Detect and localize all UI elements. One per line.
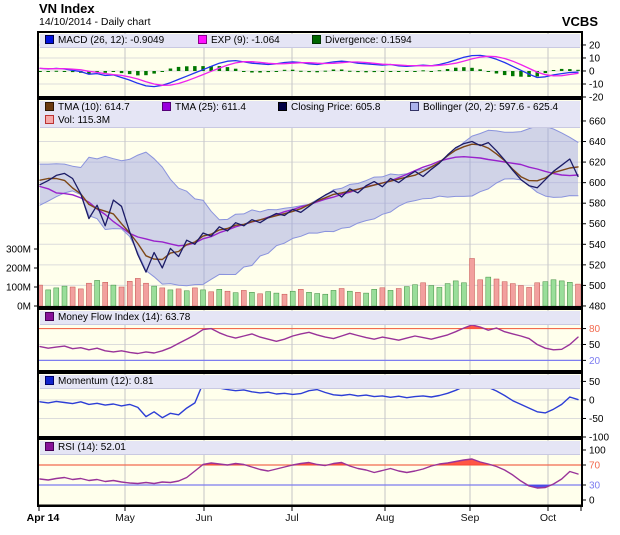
svg-text:Aug: Aug [376,512,395,524]
legend-item-tma25: TMA (25): 611.4 [162,101,246,114]
svg-text:80: 80 [589,324,601,335]
legend-item-volume: Vol: 115.3M [45,114,110,127]
legend-item-close: Closing Price: 605.8 [278,101,381,114]
svg-text:0: 0 [589,395,595,406]
svg-text:Oct: Oct [540,512,556,524]
price-series [37,125,581,307]
legend-item-bollinger: Bollinger (20, 2): 597.6 - 625.4 [410,101,558,114]
svg-text:50: 50 [589,377,601,388]
exp-swatch-icon [198,35,207,44]
svg-text:20: 20 [589,40,601,51]
volume-swatch-icon [45,115,54,124]
divergence-swatch-icon [312,35,321,44]
svg-text:Apr 14: Apr 14 [27,512,60,524]
svg-text:480: 480 [589,301,606,312]
svg-text:Jul: Jul [285,512,298,524]
svg-text:10: 10 [589,53,601,64]
macd-series [38,54,580,88]
legend-item-tma10: TMA (10): 614.7 [45,101,130,114]
svg-text:Sep: Sep [461,512,480,524]
mfi-swatch-icon [45,312,54,321]
closing-price-swatch-icon [278,102,287,111]
mfi-legend: Money Flow Index (14): 63.78 [40,311,580,325]
legend-item-rsi: RSI (14): 52.01 [45,441,126,454]
svg-text:100M: 100M [6,283,31,294]
legend-label: EXP (9): -1.064 [211,35,280,46]
momentum-legend: Momentum (12): 0.81 [40,375,580,389]
legend-item-macd: MACD (26, 12): -0.9049 [45,34,164,47]
brand-logo: VCBS [561,14,598,29]
legend-item-momentum: Momentum (12): 0.81 [45,375,154,388]
svg-text:500: 500 [589,281,606,292]
legend-label: MACD (26, 12): -0.9049 [58,35,165,46]
svg-text:620: 620 [589,158,606,169]
price-legend: TMA (10): 614.7 TMA (25): 611.4 Closing … [40,101,580,128]
svg-text:20: 20 [589,356,601,367]
rsi-series [39,458,581,489]
tma10-swatch-icon [45,102,54,111]
chart-date-subtitle: 14/10/2014 - Daily chart [39,16,151,28]
mfi-series [39,324,581,361]
svg-text:520: 520 [589,260,606,271]
panel-frames [37,31,583,507]
legend-label: RSI (14): 52.01 [58,442,126,453]
svg-text:0: 0 [589,496,595,507]
legend-label: Bollinger (20, 2): 597.6 - 625.4 [423,102,559,113]
svg-text:560: 560 [589,219,606,230]
tma25-swatch-icon [162,102,171,111]
macd-swatch-icon [45,35,54,44]
svg-text:660: 660 [589,116,606,127]
legend-item-divergence: Divergence: 0.1594 [312,34,412,47]
legend-label: Closing Price: 605.8 [291,102,381,113]
svg-text:-50: -50 [589,414,604,425]
svg-text:Jun: Jun [196,512,213,524]
rsi-swatch-icon [45,442,54,451]
svg-text:580: 580 [589,199,606,210]
svg-text:-10: -10 [589,79,604,90]
legend-label: Money Flow Index (14): 63.78 [58,312,191,323]
legend-item-exp: EXP (9): -1.064 [198,34,280,47]
svg-text:0M: 0M [17,302,31,313]
svg-text:200M: 200M [6,264,31,275]
macd-legend: MACD (26, 12): -0.9049 EXP (9): -1.064 D… [40,34,580,48]
svg-text:640: 640 [589,137,606,148]
legend-label: Divergence: 0.1594 [325,35,412,46]
svg-text:May: May [115,512,136,524]
rsi-legend: RSI (14): 52.01 [40,441,580,455]
legend-label: Momentum (12): 0.81 [58,376,154,387]
bollinger-swatch-icon [410,102,419,111]
momentum-swatch-icon [45,376,54,385]
legend-item-mfi: Money Flow Index (14): 63.78 [45,311,190,324]
svg-text:300M: 300M [6,245,31,256]
svg-text:-100: -100 [589,433,609,444]
svg-text:0: 0 [589,66,595,77]
svg-text:540: 540 [589,240,606,251]
svg-text:600: 600 [589,178,606,189]
axis-labels: 20100-10-2066064062060058056054052050048… [6,40,609,524]
svg-text:50: 50 [589,340,601,351]
legend-label: Vol: 115.3M [58,115,111,126]
svg-text:100: 100 [589,446,606,457]
chart-title: VN Index [39,1,95,16]
svg-text:-20: -20 [589,93,604,104]
svg-text:30: 30 [589,481,601,492]
svg-text:70: 70 [589,461,601,472]
legend-label: TMA (25): 611.4 [175,102,246,113]
legend-label: TMA (10): 614.7 [58,102,130,113]
